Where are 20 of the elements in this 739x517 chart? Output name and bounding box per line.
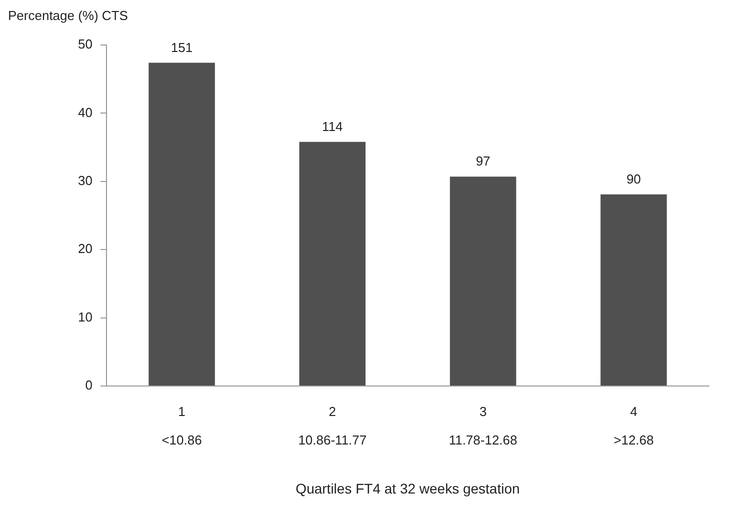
bar	[148, 62, 215, 386]
y-tick-label: 10	[78, 309, 92, 324]
annotation: 151	[170, 40, 193, 55]
y-tick-label: 50	[78, 36, 92, 52]
annotation: 114	[322, 118, 343, 134]
bar	[600, 194, 667, 386]
annotation: 90	[626, 171, 641, 186]
y-tick-label: 40	[78, 104, 92, 120]
annotation: 97	[476, 154, 490, 169]
bar	[299, 142, 366, 386]
x-tick-label: 4 >12.68	[614, 404, 654, 448]
y-tick-label: 20	[78, 241, 92, 256]
bar	[450, 176, 516, 386]
y-tick-label: 0	[85, 378, 92, 393]
x-tick-label: 3 11.78-12.68	[448, 404, 518, 448]
x-axis-title: Quartiles FT4 at 32 weeks gestation	[296, 480, 520, 496]
y-axis-title: Percentage (%) CTS	[8, 8, 128, 23]
x-tick-label: 1 <10.86	[162, 404, 202, 448]
y-tick-label: 30	[78, 172, 92, 188]
x-tick-label: 2 10.86-11.77	[298, 404, 367, 448]
